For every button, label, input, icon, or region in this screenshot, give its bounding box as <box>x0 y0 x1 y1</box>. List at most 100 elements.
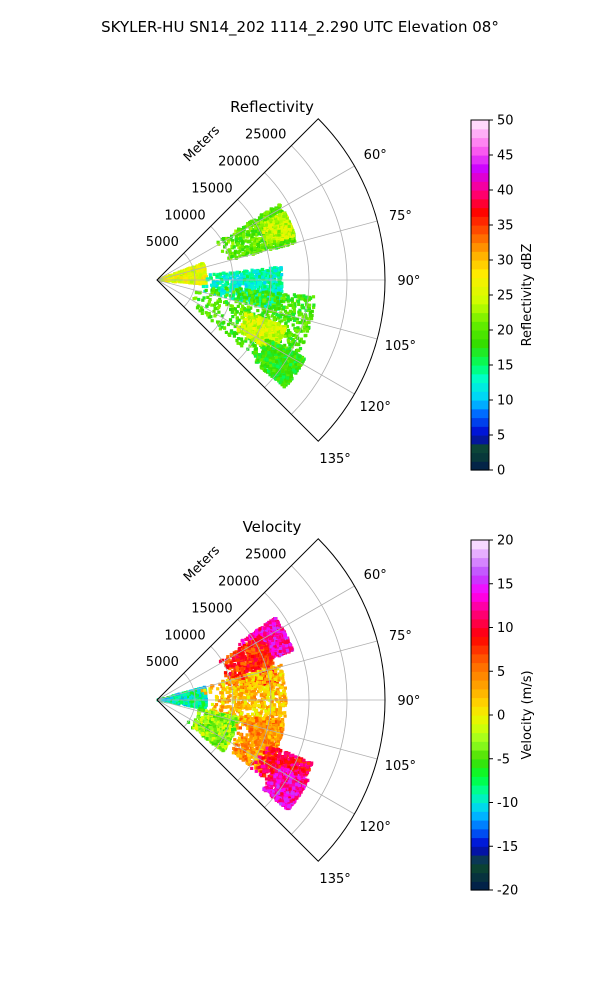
echo-gate <box>261 293 265 297</box>
echo-gate <box>253 251 257 255</box>
echo-gate <box>252 319 256 323</box>
echo-gate <box>269 321 273 325</box>
echo-gate <box>282 305 286 309</box>
echo-gate <box>254 294 258 298</box>
echo-gate <box>277 217 281 221</box>
echo-gate <box>281 372 285 377</box>
echo-gate <box>277 374 281 378</box>
echo-gate <box>291 368 296 372</box>
echo-gate <box>312 303 316 307</box>
echo-gate <box>216 299 220 303</box>
echo-gate <box>293 355 297 359</box>
echo-gate <box>219 290 223 294</box>
echo-gate <box>299 337 303 341</box>
echo-gate <box>254 337 258 341</box>
echo-gate <box>264 299 268 303</box>
echo-gate <box>256 340 261 344</box>
echo-gate <box>234 237 238 241</box>
echo-gate <box>164 279 168 283</box>
echo-gate <box>225 272 229 276</box>
echo-gate <box>218 275 222 280</box>
echo-gate <box>238 290 242 294</box>
echo-gate <box>263 281 267 285</box>
echo-gate <box>279 216 283 220</box>
echo-gate <box>250 316 254 320</box>
colorbar-step <box>471 190 489 200</box>
echo-gate <box>240 323 244 327</box>
echo-gate <box>248 331 252 335</box>
echo-gate <box>228 253 232 257</box>
echo-gate <box>260 272 264 276</box>
echo-gate <box>254 275 258 279</box>
echo-gate <box>261 275 265 279</box>
echo-gate <box>265 312 269 316</box>
echo-gate <box>282 297 286 301</box>
echo-gate <box>200 262 204 267</box>
radial-tick-label: 15000 <box>191 181 232 196</box>
echo-gate <box>263 235 267 239</box>
colorbar-step <box>471 365 489 375</box>
echo-gate <box>230 285 234 289</box>
echo-gate <box>223 274 227 278</box>
echo-gate <box>286 319 290 323</box>
echo-gate <box>270 227 274 231</box>
echo-gate <box>177 272 181 276</box>
echo-gate <box>249 320 253 324</box>
echo-gate <box>253 289 257 293</box>
echo-gate <box>288 334 292 338</box>
echo-gate <box>274 268 278 273</box>
echo-gate <box>257 326 261 330</box>
echo-gate <box>267 280 271 285</box>
echo-gate <box>292 293 296 297</box>
echo-gate <box>266 287 270 291</box>
echo-gate <box>277 346 281 350</box>
echo-gate <box>307 325 311 329</box>
echo-gate <box>287 356 291 360</box>
echo-gate <box>226 238 230 242</box>
echo-gate <box>276 322 280 326</box>
echo-gate <box>266 324 270 329</box>
echo-gate <box>225 303 229 307</box>
echo-gate <box>274 236 278 240</box>
echo-gate <box>245 232 250 237</box>
echo-gate <box>307 296 311 300</box>
echo-gate <box>230 234 234 238</box>
echo-gate <box>208 298 212 302</box>
echo-gate <box>274 369 278 373</box>
echo-gate <box>245 318 249 322</box>
echo-gate <box>235 255 239 259</box>
echo-gate <box>296 348 300 352</box>
echo-gate <box>187 268 191 273</box>
echo-gate <box>201 276 205 280</box>
echo-gate <box>226 322 231 327</box>
echo-gate <box>227 249 231 253</box>
echo-gate <box>285 324 289 329</box>
echo-gate <box>283 230 287 234</box>
echo-gate <box>271 297 275 301</box>
echo-gate <box>276 364 280 368</box>
echo-gate <box>302 329 306 333</box>
echo-gate <box>233 254 237 258</box>
echo-gate <box>304 323 308 327</box>
echo-gate <box>277 235 281 239</box>
echo-gate <box>270 356 275 360</box>
echo-gate <box>263 218 267 222</box>
echo-gate <box>276 240 280 244</box>
echo-gate <box>240 245 244 249</box>
echo-gate <box>225 286 229 291</box>
echo-gate <box>258 316 262 320</box>
echo-gate <box>287 378 291 382</box>
echo-gate <box>304 314 308 318</box>
echo-gate <box>260 304 264 308</box>
echo-gate <box>278 336 282 340</box>
echo-gate <box>263 228 268 232</box>
echo-gate <box>253 246 257 250</box>
echo-gate <box>264 292 268 296</box>
echo-gate <box>246 285 250 289</box>
echo-gate <box>236 242 240 246</box>
echo-gate <box>293 352 297 356</box>
echo-gate <box>265 233 269 237</box>
echo-gate <box>259 358 263 362</box>
echo-gate <box>300 297 304 301</box>
